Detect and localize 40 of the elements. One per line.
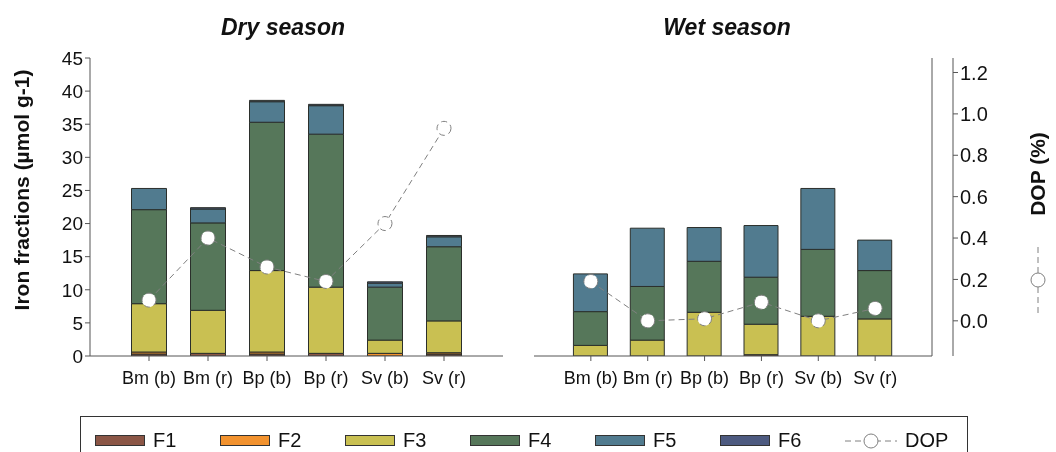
y2-tick-label: 0.8 xyxy=(960,144,988,167)
y2-tick-label: 0.2 xyxy=(960,268,988,291)
y-tick-label: 5 xyxy=(72,312,83,334)
y-axis-title: Iron fractions (µmol g-1) xyxy=(10,69,34,311)
x-tick-label: Bp (b) xyxy=(680,367,730,388)
x-tick-label: Bp (b) xyxy=(242,367,292,388)
x-tick-label: Sv (r) xyxy=(422,367,466,388)
legend-label: F2 xyxy=(278,429,302,452)
y-tick-label: 45 xyxy=(61,47,83,69)
x-tick-label: Bm (r) xyxy=(622,367,673,388)
x-tick-label: Bp (r) xyxy=(303,367,349,388)
y-tick-label: 40 xyxy=(61,80,83,102)
y-tick-label: 30 xyxy=(61,147,83,169)
y-tick-label: 25 xyxy=(61,180,83,202)
x-tick-label: Sv (b) xyxy=(360,367,410,388)
y2-tick-label: 1.0 xyxy=(960,102,988,125)
y-tick-label: 0 xyxy=(72,345,83,367)
legend-label: F3 xyxy=(403,429,427,452)
y2-tick-label: 0.0 xyxy=(960,309,988,332)
x-tick-label: Sv (r) xyxy=(853,367,898,388)
legend-label: F4 xyxy=(528,429,552,452)
y2-axis-title: DOP (%) xyxy=(1026,132,1050,216)
y2-tick-label: 0.4 xyxy=(960,227,988,250)
x-tick-label: Bp (r) xyxy=(738,367,784,388)
x-tick-label: Bm (b) xyxy=(122,367,176,388)
x-tick-label: Bm (r) xyxy=(183,367,233,388)
y-tick-label: 20 xyxy=(61,213,83,235)
legend-label: F6 xyxy=(778,429,802,452)
legend-label: F5 xyxy=(653,429,677,452)
x-tick-label: Bm (b) xyxy=(563,367,618,388)
y2-tick-label: 1.2 xyxy=(960,61,988,84)
y-tick-label: 35 xyxy=(61,113,83,135)
chart-title: Dry season xyxy=(220,13,346,41)
y-tick-label: 15 xyxy=(61,246,83,268)
y-tick-label: 10 xyxy=(61,279,83,301)
y2-tick-label: 0.6 xyxy=(960,185,988,208)
chart-title: Wet season xyxy=(663,13,791,41)
legend-label: F1 xyxy=(153,429,177,452)
x-tick-label: Sv (b) xyxy=(794,367,843,388)
legend-label: DOP xyxy=(905,429,949,452)
